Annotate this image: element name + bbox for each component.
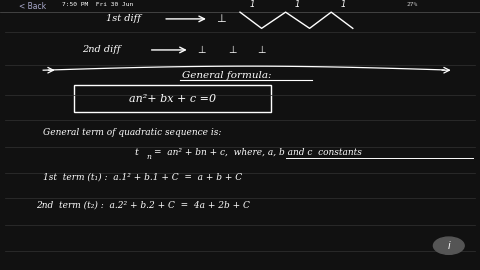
Text: 1: 1 — [295, 1, 300, 9]
Text: 27%: 27% — [407, 2, 418, 7]
Text: 1: 1 — [249, 1, 255, 9]
Text: t: t — [134, 148, 138, 157]
Text: General term of quadratic sequence is:: General term of quadratic sequence is: — [43, 128, 222, 137]
Text: 2nd diff: 2nd diff — [82, 45, 120, 55]
Text: n: n — [146, 153, 151, 161]
Text: ⊥: ⊥ — [228, 45, 237, 55]
Text: General formula:: General formula: — [182, 71, 272, 80]
Text: 7:50 PM  Fri 30 Jun: 7:50 PM Fri 30 Jun — [62, 2, 133, 7]
Text: =  an² + bn + c,  where, a, b and c  constants: = an² + bn + c, where, a, b and c consta… — [154, 148, 361, 157]
Text: ⊥: ⊥ — [257, 45, 265, 55]
Circle shape — [433, 237, 464, 254]
Text: i: i — [447, 241, 450, 251]
Text: 1st diff: 1st diff — [106, 14, 141, 23]
Text: ⊥: ⊥ — [197, 45, 205, 55]
Text: 2nd  term (t₂) :  a.2² + b.2 + C  =  4a + 2b + C: 2nd term (t₂) : a.2² + b.2 + C = 4a + 2b… — [36, 201, 250, 210]
Text: 1: 1 — [340, 1, 346, 9]
Text: ⊥: ⊥ — [216, 14, 226, 24]
Text: an²+ bx + c =0: an²+ bx + c =0 — [129, 93, 216, 104]
Text: 1st  term (t₁) :  a.1² + b.1 + C  =  a + b + C: 1st term (t₁) : a.1² + b.1 + C = a + b +… — [43, 172, 242, 181]
Text: < Back: < Back — [19, 2, 47, 11]
